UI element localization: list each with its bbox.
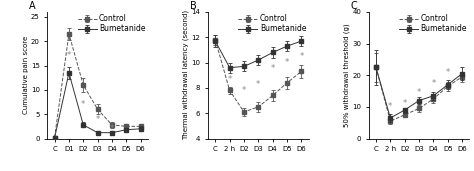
- Legend: Control, Bumetanide: Control, Bumetanide: [77, 14, 146, 34]
- Text: *: *: [110, 124, 114, 133]
- Text: *: *: [256, 80, 260, 89]
- Text: A: A: [29, 1, 36, 11]
- Text: *: *: [271, 64, 275, 73]
- Legend: Control, Bumetanide: Control, Bumetanide: [237, 14, 307, 34]
- Text: *: *: [446, 68, 450, 77]
- Text: *: *: [242, 86, 246, 95]
- Text: *: *: [431, 79, 436, 88]
- Text: *: *: [417, 88, 421, 97]
- Text: C: C: [351, 1, 357, 11]
- Y-axis label: Cumulative pain score: Cumulative pain score: [23, 36, 29, 114]
- Text: *: *: [67, 51, 71, 60]
- Text: *: *: [228, 75, 232, 84]
- Y-axis label: 50% withdrawal threshold (g): 50% withdrawal threshold (g): [344, 23, 350, 127]
- Text: *: *: [299, 52, 303, 61]
- Text: *: *: [95, 115, 100, 123]
- Y-axis label: Thermal withdrawal latency (second): Thermal withdrawal latency (second): [183, 10, 190, 140]
- Text: B: B: [190, 1, 197, 11]
- Text: *: *: [285, 58, 289, 67]
- Text: *: *: [402, 99, 407, 108]
- Legend: Control, Bumetanide: Control, Bumetanide: [398, 14, 468, 34]
- Text: *: *: [81, 100, 85, 109]
- Text: *: *: [388, 102, 392, 111]
